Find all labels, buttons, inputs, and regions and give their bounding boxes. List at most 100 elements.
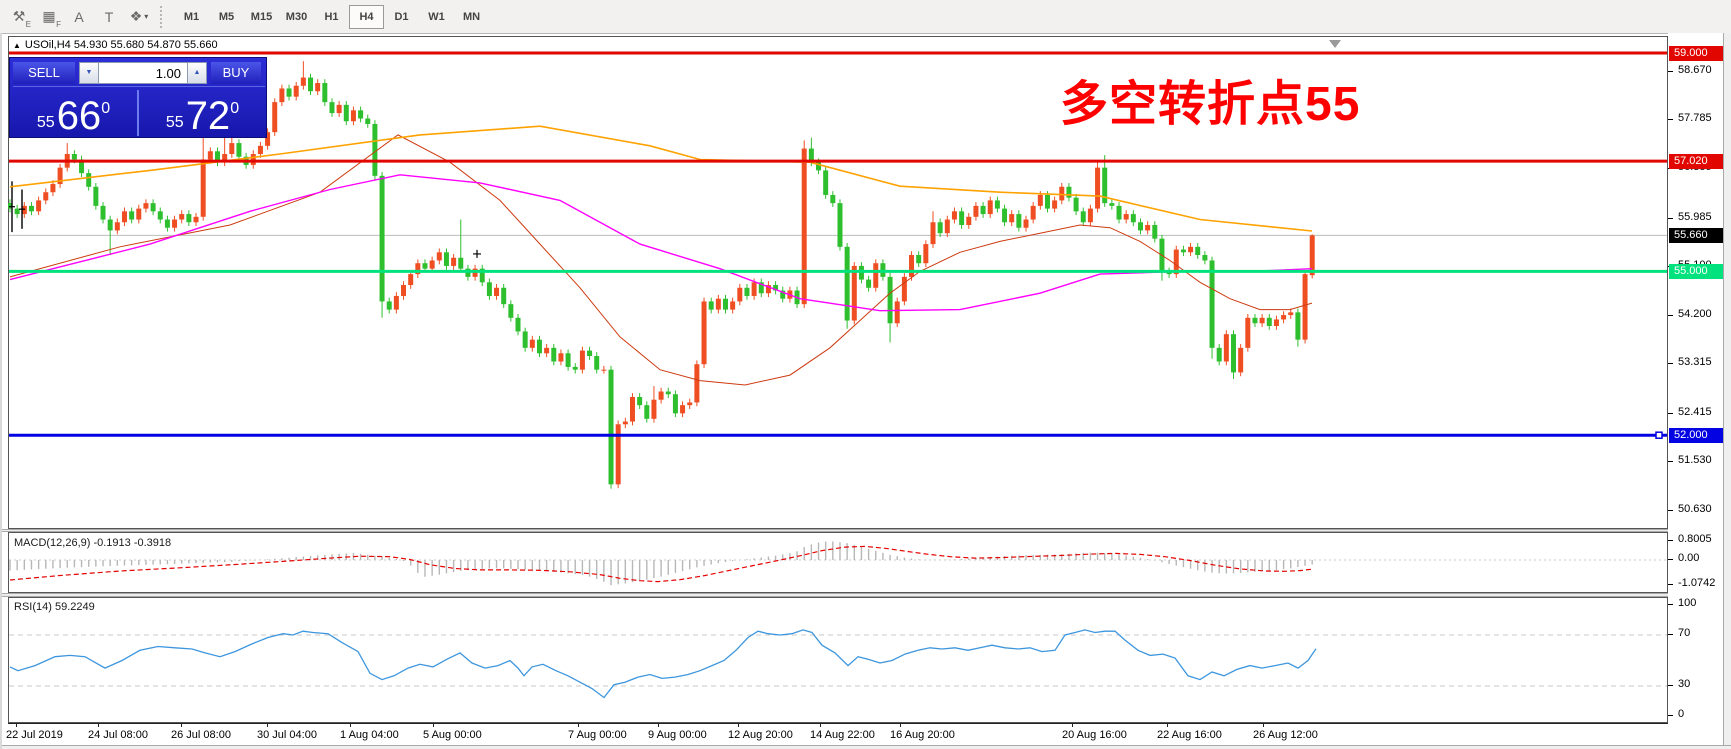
axis-tick-mark: [1668, 71, 1673, 73]
time-tick-label: 26 Aug 12:00: [1253, 729, 1318, 741]
time-tick-label: 26 Jul 08:00: [171, 729, 231, 741]
price-tick-label: 0.00: [1678, 552, 1700, 564]
time-axis[interactable]: 22 Jul 2019 24 Jul 08:00 26 Jul 08:00 30 Ju…: [0, 723, 1731, 749]
chart-tools-icon[interactable]: ⚒ E: [12, 8, 31, 29]
pane-separator[interactable]: [0, 593, 1731, 597]
axis-tick-mark: [1668, 168, 1673, 170]
timeframe-button-mn[interactable]: MN: [462, 10, 481, 23]
window-left-edge: [0, 33, 2, 749]
axis-tick-mark: [1668, 559, 1673, 560]
time-tick-mark: [1167, 723, 1168, 727]
time-tick-label: 9 Aug 00:00: [648, 729, 707, 741]
price-tick-label: 54.200: [1678, 308, 1712, 321]
trade-panel-divider: [13, 86, 265, 87]
sell-price-pips: 66: [56, 94, 102, 138]
timeframe-button-m15[interactable]: M15: [250, 10, 273, 23]
price-level-chip: 52.000: [1669, 427, 1729, 443]
price-axis[interactable]: 58.67057.78556.88555.98555.10054.20053.3…: [1668, 33, 1731, 749]
timeframe-button-w1[interactable]: W1: [428, 10, 445, 23]
timeframe-button-d1[interactable]: D1: [394, 10, 409, 23]
time-axis-line: [8, 723, 1668, 724]
text-box-icon[interactable]: T: [104, 8, 114, 25]
main-price-chart[interactable]: [8, 36, 1668, 529]
sell-price-whole: 55: [36, 114, 55, 131]
trade-controls-row: SELL ▼ ▲ BUY: [10, 61, 266, 85]
timeframe-button-h1[interactable]: H1: [324, 10, 339, 23]
axis-tick-mark: [1668, 315, 1673, 317]
axis-tick-mark: [1668, 540, 1673, 541]
axis-tick-mark: [1668, 604, 1673, 605]
axis-tick-mark: [1668, 634, 1673, 635]
time-tick-label: 24 Jul 08:00: [88, 729, 148, 741]
timeframe-button-m30[interactable]: M30: [285, 10, 308, 23]
shapes-cursor-icon[interactable]: ❖ ▾: [129, 8, 149, 24]
price-tick-label: 0: [1678, 708, 1685, 720]
buy-price-display[interactable]: 55 72 0: [139, 88, 266, 138]
time-tick-mark: [1263, 723, 1264, 727]
window-right-edge: [1723, 33, 1731, 749]
axis-tick-mark: [1668, 510, 1673, 511]
price-level-chip: 59.000: [1669, 45, 1729, 61]
pane-separator[interactable]: [0, 529, 1731, 532]
sell-price-point: 0: [101, 100, 111, 117]
price-tick-label: 58.670: [1678, 64, 1712, 77]
timeframe-button-m1[interactable]: M1: [183, 10, 200, 23]
time-tick-mark: [578, 723, 579, 727]
price-tick-label: 53.315: [1678, 356, 1712, 369]
price-tick-label: 30: [1678, 678, 1691, 690]
symbol-marker-icon: ▲: [13, 41, 21, 50]
time-tick-mark: [820, 723, 821, 727]
price-tick-label: 100: [1678, 597, 1697, 609]
time-tick-mark: [350, 723, 351, 727]
axis-tick-mark: [1668, 363, 1673, 365]
time-tick-mark: [181, 723, 182, 727]
axis-tick-mark: [1668, 584, 1673, 585]
time-tick-label: 22 Aug 16:00: [1157, 729, 1222, 741]
volume-increase-button[interactable]: ▲: [187, 62, 207, 84]
drawing-tools-group: ⚒ E ▦ F A T ❖ ▾: [4, 5, 154, 29]
sell-button[interactable]: SELL: [13, 62, 75, 84]
text-label-icon[interactable]: A: [74, 8, 84, 25]
toolbar-drag-handle[interactable]: [160, 5, 168, 28]
timeframe-button-m5[interactable]: M5: [218, 10, 235, 23]
time-tick-mark: [658, 723, 659, 727]
buy-button[interactable]: BUY: [211, 62, 261, 84]
axis-tick-mark: [1668, 715, 1673, 716]
buy-price-whole: 55: [165, 114, 184, 131]
axis-tick-mark: [1668, 119, 1673, 121]
time-tick-label: 1 Aug 04:00: [340, 729, 399, 741]
time-tick-mark: [267, 723, 268, 727]
indicator-list-icon[interactable]: ▦ F: [42, 8, 61, 29]
axis-tick-mark: [1668, 412, 1673, 414]
time-tick-mark: [433, 723, 434, 727]
time-tick-label: 22 Jul 2019: [6, 729, 63, 741]
rsi-indicator-pane[interactable]: [8, 597, 1668, 723]
timeframe-group: M1 M5 M15 M30 H1 H4 D1 W1 MN: [174, 4, 489, 29]
volume-input[interactable]: [99, 62, 187, 84]
macd-indicator-pane[interactable]: [8, 532, 1668, 593]
time-tick-mark: [738, 723, 739, 727]
time-tick-mark: [98, 723, 99, 727]
time-tick-label: 16 Aug 20:00: [890, 729, 955, 741]
toolbar: ⚒ E ▦ F A T ❖ ▾ M1 M5 M15 M30 H1 H4 D1 W1 MN: [0, 0, 1731, 34]
sell-price-display[interactable]: 55 66 0: [10, 88, 137, 138]
volume-decrease-button[interactable]: ▼: [79, 62, 99, 84]
time-tick-label: 30 Jul 04:00: [257, 729, 317, 741]
time-tick-label: 5 Aug 00:00: [423, 729, 482, 741]
price-tick-label: 50.630: [1678, 503, 1712, 515]
price-tick-label: 51.530: [1678, 453, 1712, 466]
price-level-chip: 55.660: [1669, 227, 1729, 243]
timeframe-button-h4[interactable]: H4: [349, 4, 384, 29]
axis-tick-mark: [1668, 685, 1673, 686]
window-bottom-edge: [0, 745, 1731, 749]
time-tick-label: 12 Aug 20:00: [728, 729, 793, 741]
time-tick-mark: [900, 723, 901, 727]
price-level-chip: 57.020: [1669, 153, 1729, 169]
chart-annotation-text: 多空转折点55: [1060, 78, 1361, 131]
macd-label: MACD(12,26,9) -0.1913 -0.3918: [14, 537, 172, 549]
price-level-chip: 55.000: [1669, 263, 1729, 279]
time-tick-mark: [1072, 723, 1073, 727]
price-tick-label: 55.985: [1678, 210, 1712, 223]
